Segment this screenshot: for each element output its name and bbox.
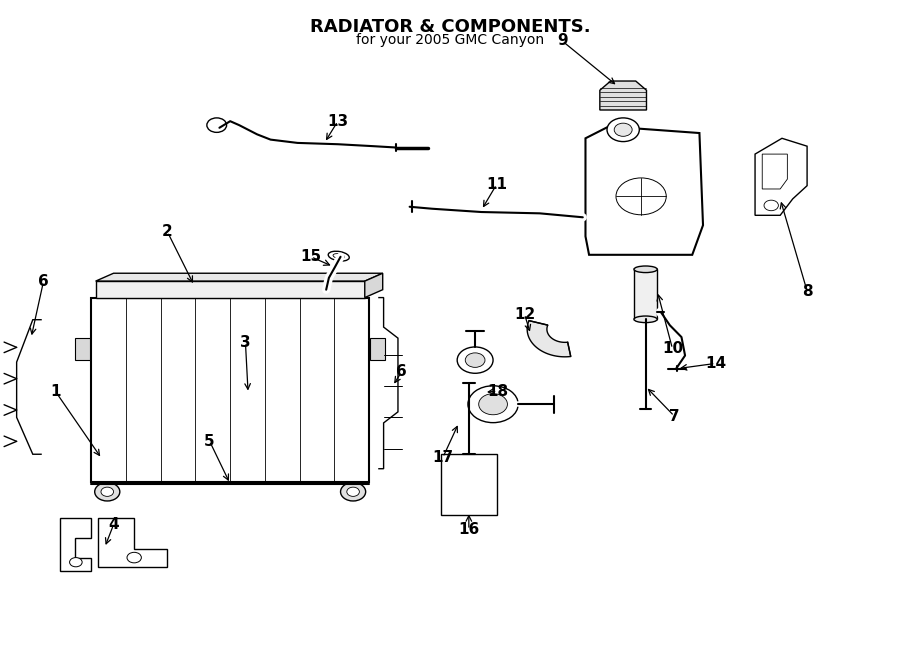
Circle shape: [69, 558, 82, 566]
Polygon shape: [527, 321, 571, 357]
Text: 16: 16: [458, 522, 480, 537]
Text: 6: 6: [38, 274, 49, 289]
Polygon shape: [75, 338, 90, 360]
Polygon shape: [755, 138, 807, 215]
Polygon shape: [586, 126, 703, 254]
Text: for your 2005 GMC Canyon: for your 2005 GMC Canyon: [356, 33, 544, 47]
Bar: [634, 269, 657, 319]
Polygon shape: [370, 338, 385, 360]
Polygon shape: [364, 273, 382, 297]
Circle shape: [346, 487, 359, 496]
Text: 12: 12: [514, 307, 536, 321]
Circle shape: [479, 394, 508, 414]
Circle shape: [614, 123, 632, 136]
Text: 17: 17: [432, 450, 454, 465]
Circle shape: [127, 553, 141, 563]
Ellipse shape: [634, 266, 657, 272]
Bar: [91, 297, 369, 482]
Circle shape: [607, 118, 639, 141]
Polygon shape: [95, 273, 382, 281]
Circle shape: [457, 347, 493, 373]
Text: 4: 4: [108, 517, 119, 532]
Text: 2: 2: [162, 224, 173, 239]
Bar: [95, 281, 364, 297]
Circle shape: [101, 487, 113, 496]
Text: 1: 1: [50, 383, 60, 399]
Text: RADIATOR & COMPONENTS.: RADIATOR & COMPONENTS.: [310, 18, 590, 36]
Text: 7: 7: [669, 408, 680, 424]
Text: 10: 10: [662, 342, 683, 356]
Bar: [441, 454, 497, 515]
Circle shape: [94, 483, 120, 501]
Polygon shape: [59, 518, 91, 570]
Ellipse shape: [333, 254, 345, 258]
Text: 18: 18: [487, 383, 508, 399]
Text: 8: 8: [802, 284, 813, 299]
Text: 6: 6: [396, 364, 407, 379]
Text: 9: 9: [557, 34, 568, 48]
Circle shape: [340, 483, 365, 501]
Text: 11: 11: [486, 177, 508, 192]
Polygon shape: [98, 518, 167, 567]
Polygon shape: [599, 81, 646, 110]
Text: 3: 3: [240, 335, 251, 350]
Text: 14: 14: [705, 356, 726, 371]
Text: 15: 15: [301, 249, 321, 264]
Text: 5: 5: [204, 434, 215, 449]
Text: 13: 13: [328, 114, 348, 129]
Ellipse shape: [634, 316, 657, 323]
Circle shape: [465, 353, 485, 368]
Circle shape: [468, 386, 518, 422]
Ellipse shape: [328, 251, 349, 261]
